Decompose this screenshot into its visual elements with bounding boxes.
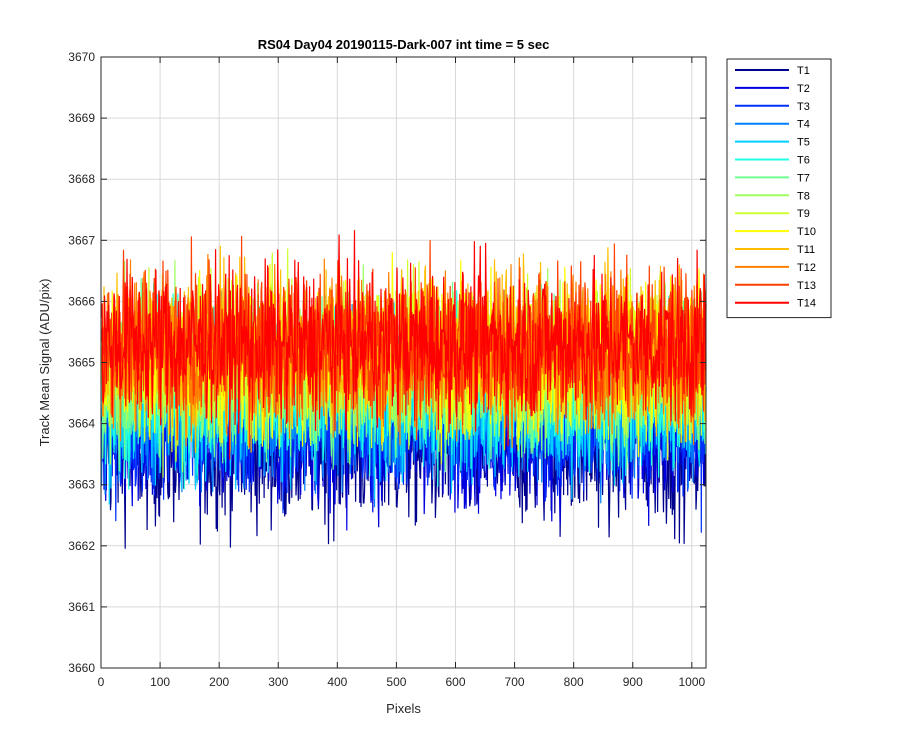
x-tick-label: 1000 — [678, 675, 705, 689]
legend-label: T11 — [797, 244, 815, 256]
legend-box — [726, 58, 832, 319]
x-tick-label: 800 — [564, 675, 584, 689]
series-line-t14 — [101, 230, 707, 460]
y-tick-label: 3666 — [68, 294, 95, 308]
legend-label: T12 — [797, 262, 816, 274]
y-tick-label: 3660 — [68, 661, 95, 675]
y-tick-label: 3662 — [68, 539, 95, 553]
legend-label: T5 — [797, 137, 810, 149]
y-tick-label: 3669 — [68, 111, 95, 125]
legend-label: T10 — [797, 226, 816, 238]
y-tick-label: 3663 — [68, 478, 95, 492]
legend-label: T9 — [797, 208, 810, 220]
legend-label: T4 — [797, 119, 810, 131]
legend-label: T8 — [797, 190, 810, 202]
legend-items: T1 T2 T3 T4 T5 T6 T7 T8 T9 T10 T11 T12 T13 T14 — [735, 65, 816, 310]
x-tick-label: 200 — [209, 675, 229, 689]
y-tick-label: 3668 — [68, 172, 95, 186]
legend-label: T1 — [797, 65, 810, 77]
y-tick-label: 3664 — [68, 417, 95, 431]
y-tick-label: 3661 — [68, 600, 95, 614]
x-tick-label: 400 — [327, 675, 347, 689]
ticks: 0 100 200 300 400 500 600 700 800 900 1000 3660 3661… — [68, 50, 706, 689]
legend-label: T7 — [797, 172, 810, 184]
y-tick-label: 3667 — [68, 233, 95, 247]
legend: T1 T2 T3 T4 T5 T6 T7 T8 T9 T10 T11 T12 T13 T14 — [726, 58, 832, 319]
legend-label: T13 — [797, 280, 816, 292]
x-tick-label: 600 — [445, 675, 465, 689]
chart-title: RS04 Day04 20190115-Dark-007 int time = … — [258, 37, 550, 52]
legend-label: T3 — [797, 101, 810, 113]
legend-label: T14 — [797, 298, 816, 310]
x-tick-label: 0 — [98, 675, 105, 689]
legend-label: T6 — [797, 155, 810, 167]
x-tick-label: 500 — [386, 675, 406, 689]
x-tick-label: 900 — [623, 675, 643, 689]
y-axis-label: Track Mean Signal (ADU/pix) — [37, 279, 52, 447]
legend-label: T2 — [797, 83, 810, 95]
x-tick-label: 300 — [268, 675, 288, 689]
x-axis-label: Pixels — [386, 701, 421, 716]
y-tick-label: 3670 — [68, 50, 95, 64]
x-tick-label: 100 — [150, 675, 170, 689]
series-layer — [101, 230, 707, 549]
y-tick-label: 3665 — [68, 356, 95, 370]
x-tick-label: 700 — [505, 675, 525, 689]
